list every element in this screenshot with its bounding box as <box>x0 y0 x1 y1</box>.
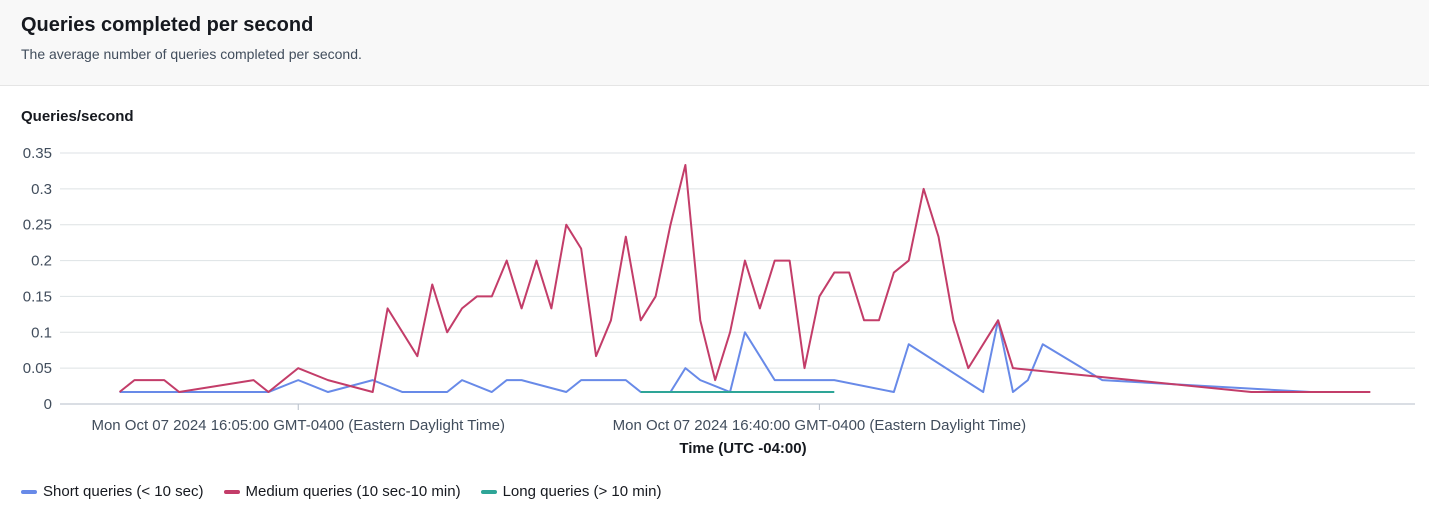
y-tick-label: 0.2 <box>31 253 52 270</box>
y-tick-label: 0 <box>44 396 52 413</box>
legend-item[interactable]: Short queries (< 10 sec) <box>21 483 204 500</box>
legend: Short queries (< 10 sec) Medium queries (… <box>21 483 661 500</box>
y-tick-label: 0.25 <box>23 217 52 234</box>
legend-label: Long queries (> 10 min) <box>502 483 662 500</box>
y-tick-label: 0.1 <box>31 324 52 341</box>
y-tick-label: 0.35 <box>23 145 52 162</box>
legend-item[interactable]: Long queries (> 10 min) <box>480 483 662 500</box>
header: Queries completed per second The average… <box>0 0 1429 86</box>
legend-swatch <box>480 489 497 494</box>
legend-swatch <box>21 489 37 494</box>
y-tick-label: 0.15 <box>23 288 52 305</box>
x-tick-label: Mon Oct 07 2024 16:40:00 GMT-0400 (Easte… <box>613 417 1027 434</box>
x-tick-label: Mon Oct 07 2024 16:05:00 GMT-0400 (Easte… <box>91 417 505 434</box>
legend-item[interactable]: Medium queries (10 sec-10 min) <box>223 483 461 500</box>
legend-label: Short queries (< 10 sec) <box>43 483 204 500</box>
series-line-0 <box>119 319 1311 394</box>
y-axis-label: Queries/second <box>21 108 134 125</box>
page-title: Queries completed per second <box>21 14 314 36</box>
y-tick-label: 0.05 <box>23 360 52 377</box>
legend-swatch <box>223 489 240 494</box>
page-subtitle: The average number of queries completed … <box>21 46 362 62</box>
x-axis-label: Time (UTC -04:00) <box>679 440 807 457</box>
y-tick-label: 0.3 <box>31 181 52 198</box>
legend-label: Medium queries (10 sec-10 min) <box>245 483 461 500</box>
series-line-1 <box>118 163 1371 394</box>
